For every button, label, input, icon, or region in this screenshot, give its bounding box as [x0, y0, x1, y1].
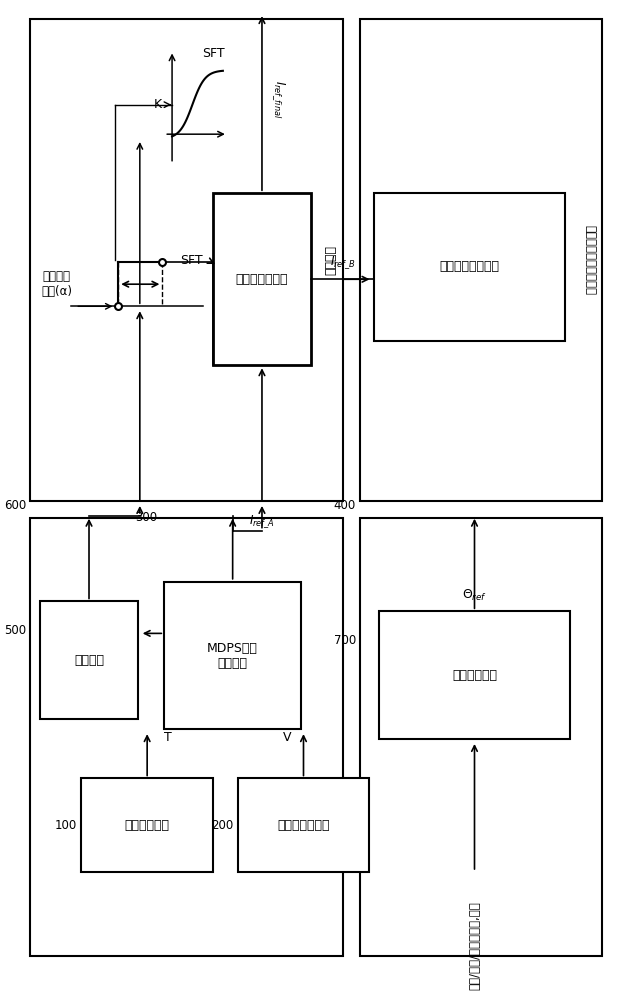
Bar	[360, 19, 602, 501]
Text: SFT: SFT	[180, 254, 203, 267]
Bar	[30, 518, 343, 956]
Text: 车辆速度传感器: 车辆速度传感器	[277, 819, 330, 832]
Text: $I_{ref\_B}$: $I_{ref\_B}$	[330, 255, 356, 271]
Text: 200: 200	[211, 819, 233, 832]
Text: K: K	[153, 98, 161, 111]
Bar	[40, 601, 138, 719]
Text: SFT: SFT	[202, 47, 224, 60]
Bar	[30, 19, 343, 501]
Text: 300: 300	[135, 511, 157, 524]
Bar	[379, 611, 570, 739]
Bar	[164, 582, 301, 729]
Bar	[374, 193, 565, 341]
Text: $\Theta_{ref}$: $\Theta_{ref}$	[462, 588, 487, 603]
Text: MDPS基本
逻辑单元: MDPS基本 逻辑单元	[207, 642, 258, 670]
Text: 500: 500	[4, 624, 27, 637]
Text: $I_{ref\_A}$: $I_{ref\_A}$	[249, 513, 275, 530]
Bar	[360, 518, 602, 956]
Text: 自动驾驶转向控制单元: 自动驾驶转向控制单元	[584, 225, 597, 295]
Text: 400: 400	[333, 499, 356, 512]
Text: 100: 100	[55, 819, 77, 832]
Bar	[238, 778, 369, 872]
Text: 滤波单元: 滤波单元	[74, 654, 104, 667]
Text: $I_{ref\_final}$: $I_{ref\_final}$	[270, 80, 286, 119]
Text: 指数平滑滤波器: 指数平滑滤波器	[236, 273, 288, 286]
Text: 自动驾驶系统: 自动驾驶系统	[452, 669, 497, 682]
Text: 控制单元: 控制单元	[325, 245, 338, 275]
Text: 转向角位置控制器: 转向角位置控制器	[440, 260, 500, 273]
Bar	[81, 778, 213, 872]
Bar	[213, 193, 311, 365]
Text: 700: 700	[333, 634, 356, 647]
Text: 雷达/相机/激光雷达他,等等: 雷达/相机/激光雷达他,等等	[468, 901, 481, 990]
Text: 600: 600	[4, 499, 27, 512]
Text: T: T	[165, 731, 172, 744]
Text: 柱扇矩传感器: 柱扇矩传感器	[125, 819, 170, 832]
Text: V: V	[283, 731, 292, 744]
Text: 可变参考
时间(α): 可变参考 时间(α)	[41, 270, 72, 298]
